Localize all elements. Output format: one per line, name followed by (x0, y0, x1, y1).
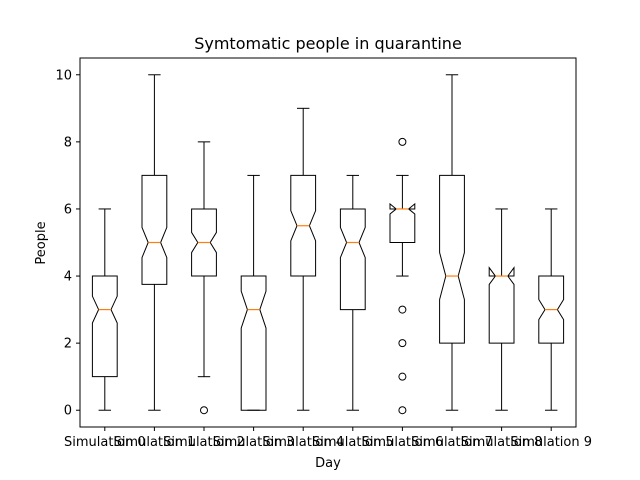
box-body (240, 275, 267, 411)
box-2 (191, 141, 217, 415)
box-3 (240, 174, 267, 411)
x-tick-label: Simulation 5 (312, 435, 394, 450)
y-tick-label: 10 (55, 68, 72, 83)
x-axis-label: Day (315, 456, 341, 471)
box-6 (389, 137, 416, 415)
box-body (538, 275, 565, 344)
x-tick-label: Simulation 3 (213, 435, 295, 450)
box-body (439, 174, 465, 344)
plot-area (91, 74, 565, 415)
box-body (339, 208, 366, 311)
box-body (141, 174, 168, 285)
box-body (488, 266, 515, 344)
y-tick-label: 8 (64, 135, 72, 150)
box-7 (439, 74, 465, 411)
box-9 (538, 208, 565, 411)
flier-point (398, 305, 407, 314)
y-axis-label: People (34, 221, 49, 264)
box-8 (488, 208, 515, 411)
x-tick-label: Simulation 0 (64, 435, 146, 450)
flier-point (398, 339, 407, 348)
x-tick-label: Simulation 9 (510, 435, 592, 450)
flier-point (398, 406, 407, 415)
flier-point (200, 406, 208, 415)
chart-title: Symtomatic people in quarantine (194, 34, 462, 53)
box-4 (290, 107, 317, 411)
x-tick-label: Simulation 4 (262, 435, 344, 450)
x-tick-label: Simulation 7 (411, 435, 493, 450)
x-tick-label: Simulation 6 (362, 435, 444, 450)
x-tick-label: Simulation 8 (461, 435, 543, 450)
flier-point (398, 137, 407, 146)
box-body (290, 174, 317, 277)
box-body (91, 275, 118, 378)
box-5 (339, 174, 366, 411)
box-0 (91, 208, 118, 411)
box-body (389, 202, 416, 243)
y-axis: 0 2 4 6 8 10 (55, 68, 80, 419)
y-tick-label: 0 (64, 404, 72, 419)
y-tick-label: 6 (64, 202, 72, 217)
box-body (191, 208, 217, 277)
y-tick-label: 2 (64, 337, 72, 352)
plot-frame (79, 57, 577, 428)
x-tick-label: Simulation 1 (114, 435, 196, 450)
box-1 (141, 74, 168, 411)
y-tick-label: 4 (64, 270, 72, 285)
flier-point (398, 372, 407, 381)
x-tick-label: Simulation 2 (163, 435, 245, 450)
